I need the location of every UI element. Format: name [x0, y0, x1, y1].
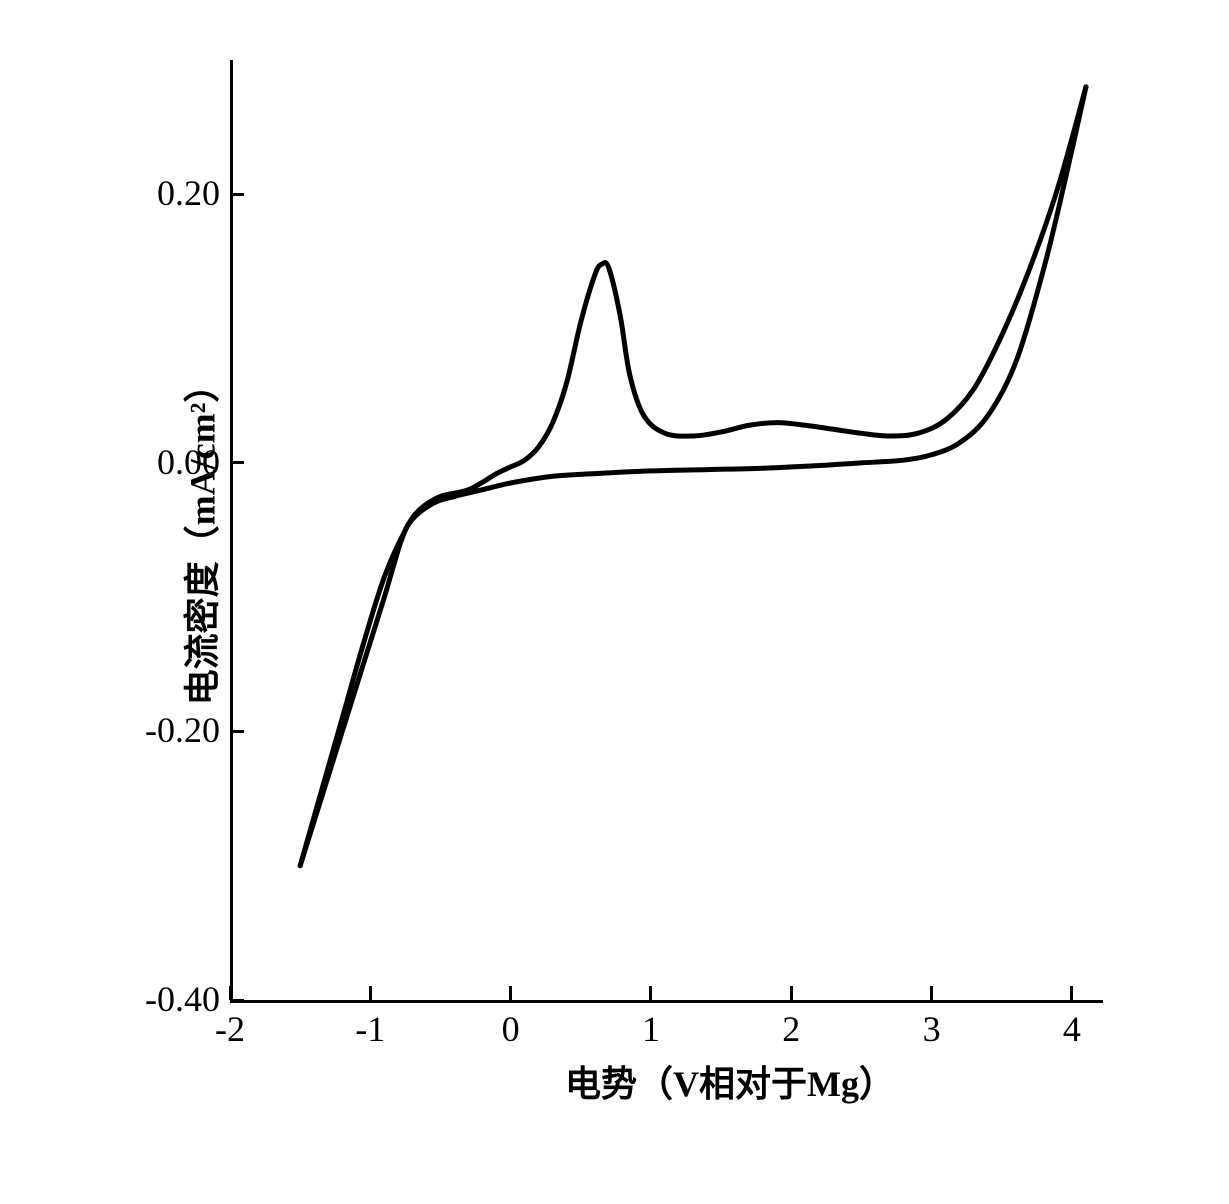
x-tick — [1070, 986, 1073, 1000]
x-tick — [229, 986, 232, 1000]
y-tick — [230, 999, 244, 1002]
x-tick-label: 2 — [761, 1008, 821, 1050]
x-tick — [369, 986, 372, 1000]
x-tick-label: 4 — [1042, 1008, 1102, 1050]
x-tick — [649, 986, 652, 1000]
x-tick — [509, 986, 512, 1000]
x-tick-label: 3 — [902, 1008, 962, 1050]
cv-chart: 电流密度（mA/cm²） 电势（V相对于Mg） -0.40-0.200.000.… — [20, 20, 1120, 1100]
x-tick-label: -1 — [340, 1008, 400, 1050]
x-tick-label: 1 — [621, 1008, 681, 1050]
y-tick — [230, 730, 244, 733]
x-tick — [930, 986, 933, 1000]
forward-sweep — [300, 87, 1086, 866]
y-tick — [230, 461, 244, 464]
reverse-sweep — [300, 87, 1086, 866]
y-tick-label: -0.20 — [100, 709, 220, 751]
x-tick-label: 0 — [481, 1008, 541, 1050]
y-tick-label: 0.00 — [100, 441, 220, 483]
x-tick-label: -2 — [200, 1008, 260, 1050]
y-tick — [230, 193, 244, 196]
x-tick — [790, 986, 793, 1000]
y-tick-label: 0.20 — [100, 172, 220, 214]
x-axis-label: 电势（V相对于Mg） — [565, 1055, 895, 1107]
